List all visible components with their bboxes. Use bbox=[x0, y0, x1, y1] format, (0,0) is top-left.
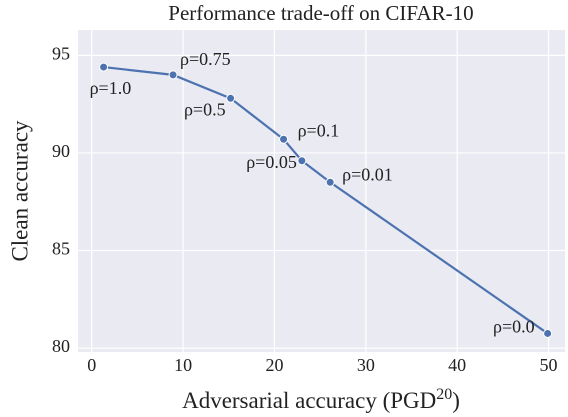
x-tick-label: 30 bbox=[357, 355, 375, 375]
x-label-sup: 20 bbox=[436, 386, 452, 403]
annotation: ρ=0.1 bbox=[298, 120, 340, 140]
marker bbox=[297, 156, 307, 166]
y-tick-label: 80 bbox=[52, 336, 70, 356]
y-tick-label: 95 bbox=[52, 43, 70, 63]
y-tick-label: 85 bbox=[52, 239, 70, 259]
marker bbox=[325, 177, 335, 187]
annotation: ρ=0.5 bbox=[184, 99, 226, 119]
y-axis-label: Clean accuracy bbox=[7, 120, 32, 262]
annotation: ρ=0.01 bbox=[342, 164, 393, 184]
x-tick-label: 40 bbox=[448, 355, 466, 375]
x-label-text: Adversarial accuracy (PGD bbox=[182, 388, 436, 413]
annotation: ρ=0.05 bbox=[246, 152, 297, 172]
plot-area bbox=[78, 30, 565, 352]
annotation: ρ=0.75 bbox=[180, 49, 231, 69]
y-tick-label: 90 bbox=[52, 141, 70, 161]
annotation: ρ=1.0 bbox=[90, 78, 132, 98]
x-tick-label: 10 bbox=[174, 355, 192, 375]
x-label-end: ) bbox=[452, 388, 460, 413]
chart-title: Performance trade-off on CIFAR-10 bbox=[168, 1, 473, 25]
marker bbox=[99, 62, 109, 72]
annotation: ρ=0.0 bbox=[493, 317, 535, 337]
x-tick-label: 50 bbox=[540, 355, 558, 375]
marker bbox=[226, 93, 236, 103]
marker bbox=[543, 328, 553, 338]
marker bbox=[279, 134, 289, 144]
x-tick-label: 20 bbox=[265, 355, 283, 375]
x-axis-label: Adversarial accuracy (PGD20) bbox=[182, 386, 460, 414]
marker bbox=[168, 70, 178, 80]
x-tick-label: 0 bbox=[87, 355, 96, 375]
